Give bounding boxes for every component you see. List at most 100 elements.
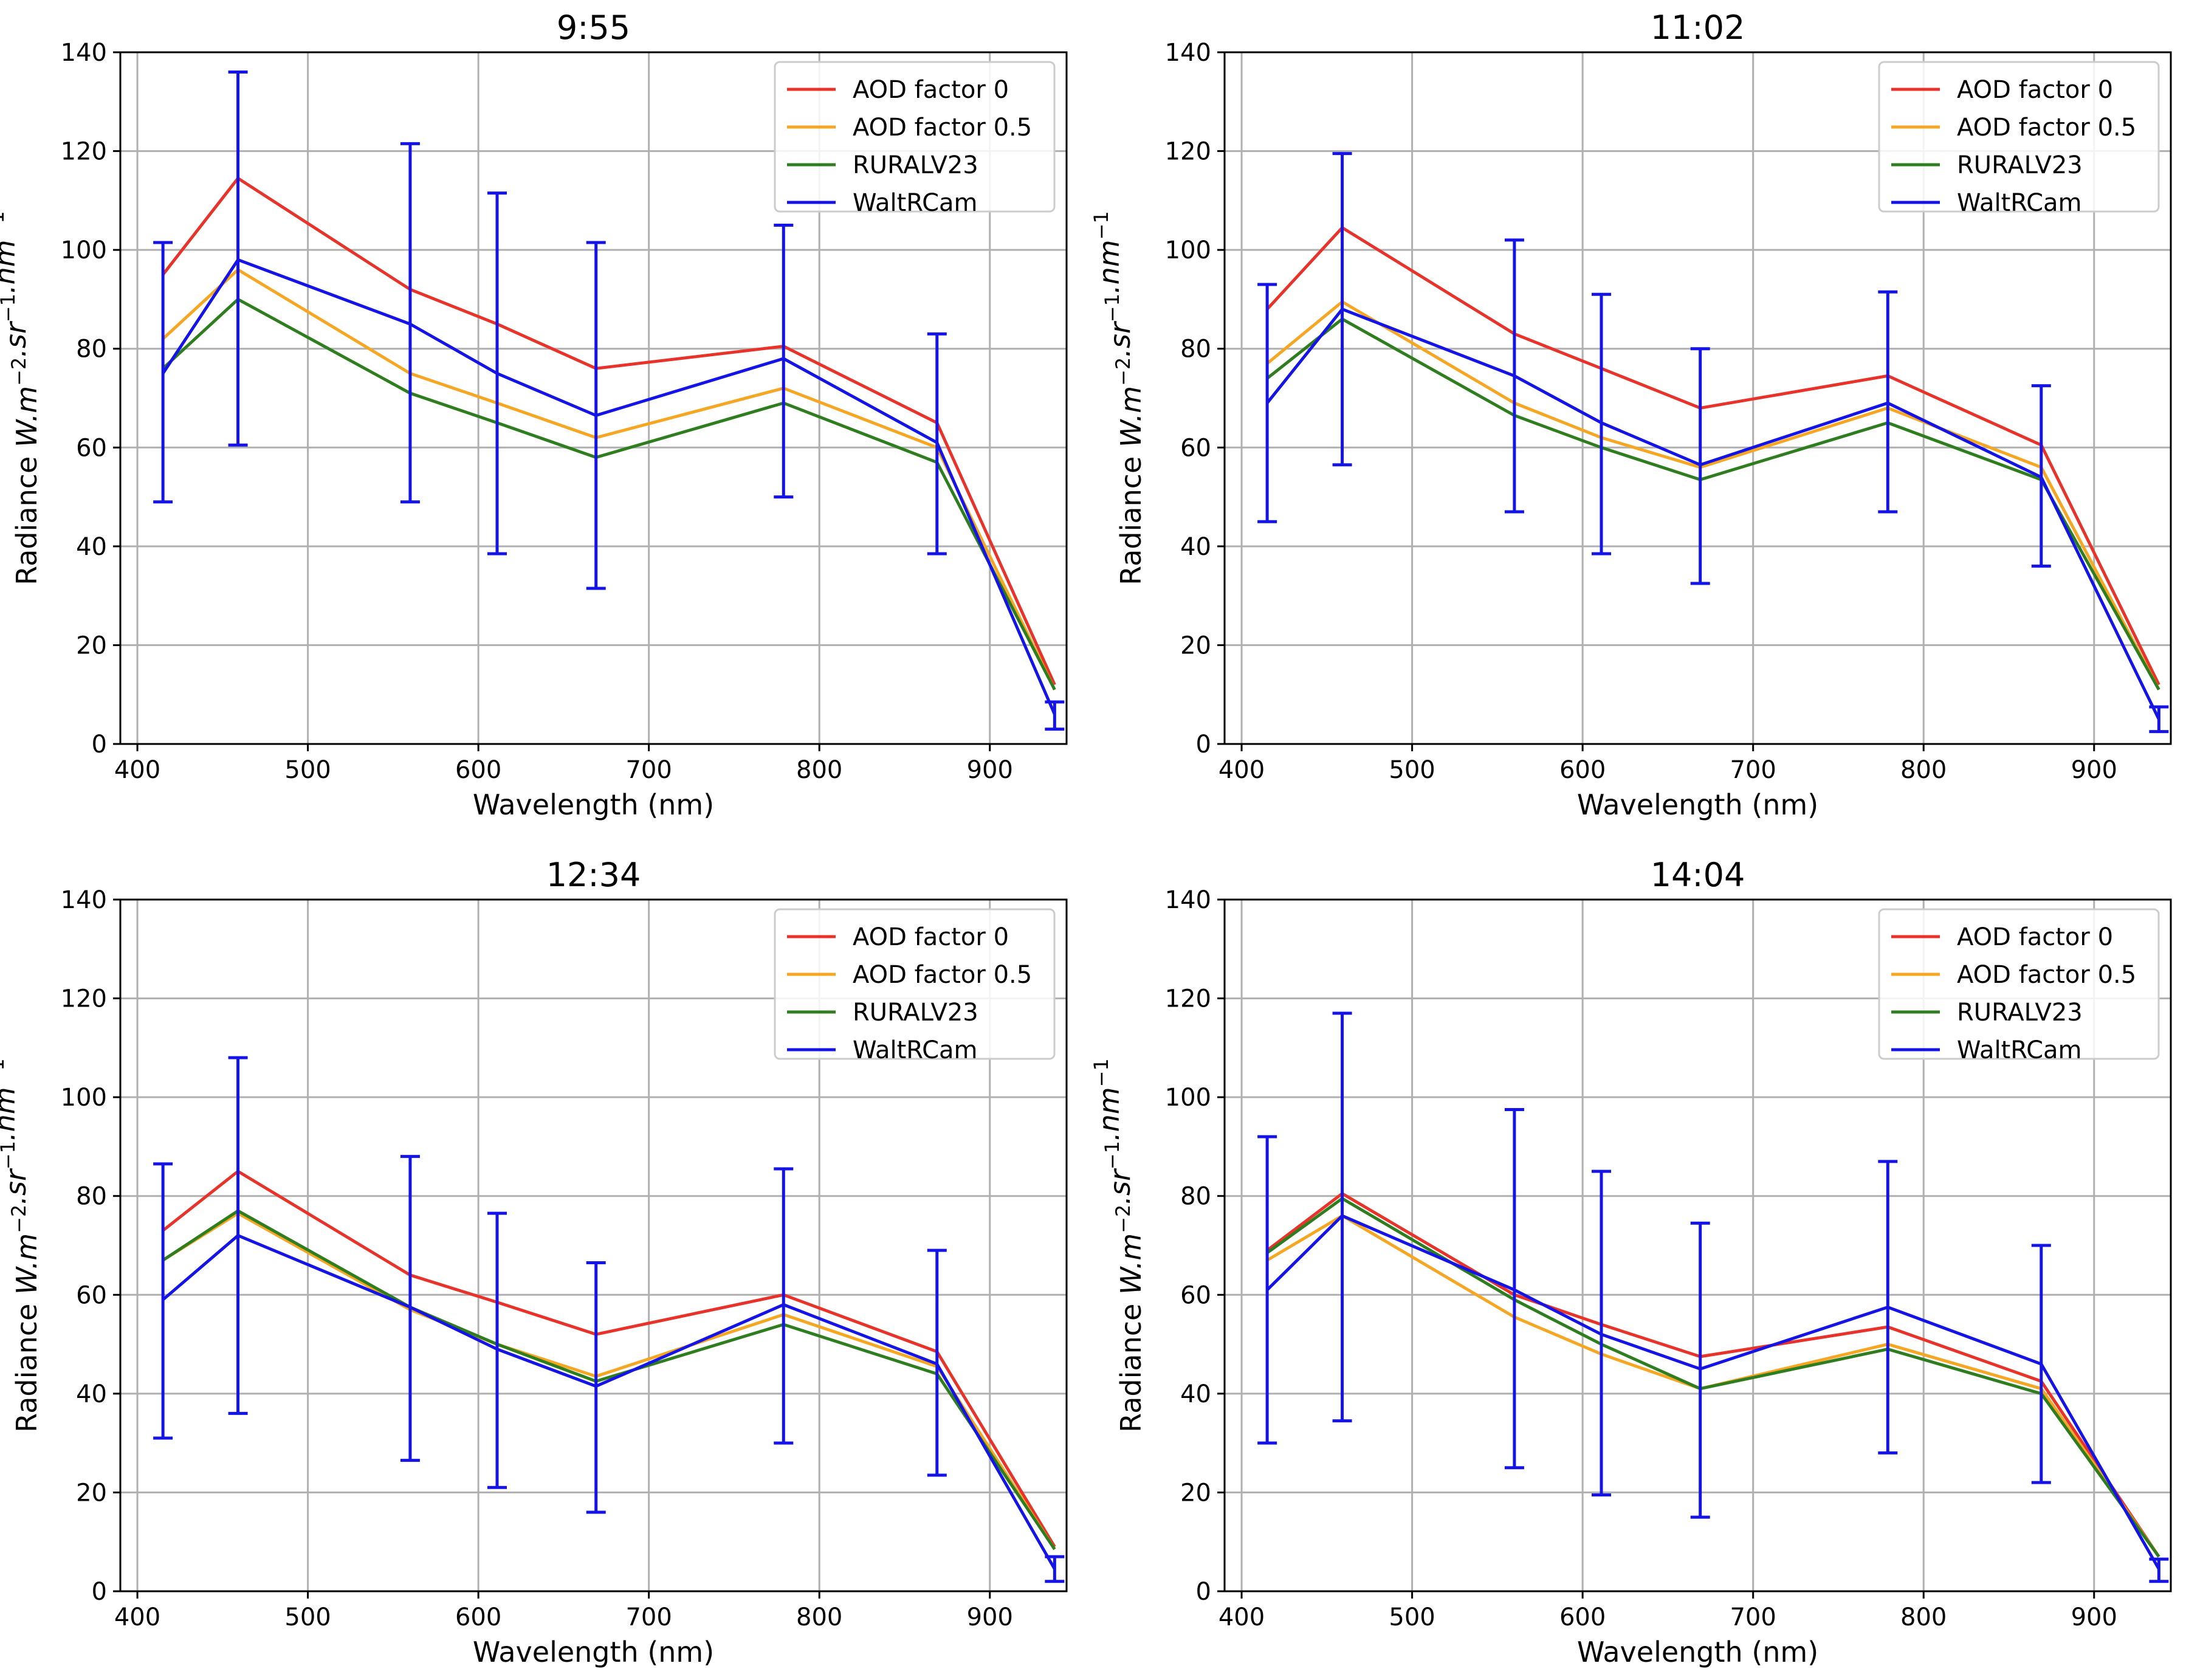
legend-item: RURALV23 bbox=[787, 151, 978, 179]
error-bar bbox=[1504, 1107, 1524, 1470]
error-bar bbox=[927, 1248, 947, 1477]
x-tick-label: 500 bbox=[284, 1603, 331, 1631]
x-tick-label: 900 bbox=[2071, 1603, 2117, 1631]
legend: AOD factor 0 AOD factor 0.5 RURALV23 WaltRC… bbox=[1878, 908, 2160, 1064]
error-bar bbox=[1504, 238, 1524, 514]
x-tick-label: 800 bbox=[796, 1603, 842, 1631]
legend-label: RURALV23 bbox=[853, 151, 978, 179]
legend-box bbox=[1878, 61, 2160, 213]
legend-label: AOD factor 0.5 bbox=[1957, 114, 2136, 142]
legend-item: AOD factor 0.5 bbox=[1891, 961, 2136, 989]
x-tick-label: 700 bbox=[625, 756, 672, 784]
y-tick-label: 80 bbox=[1180, 1183, 1211, 1211]
legend-item: RURALV23 bbox=[787, 999, 978, 1027]
legend-label: RURALV23 bbox=[1957, 151, 2083, 179]
axes-frame bbox=[1223, 898, 2172, 1592]
x-tick-label: 400 bbox=[1218, 756, 1265, 784]
y-tick-label: 120 bbox=[61, 138, 107, 166]
x-tick-label: 600 bbox=[1559, 756, 1606, 784]
y-tick-label: 0 bbox=[1196, 731, 1211, 759]
error-bar bbox=[1332, 152, 1352, 467]
x-tick-label: 400 bbox=[114, 1603, 160, 1631]
error-bar bbox=[2149, 1557, 2169, 1583]
y-axis-label: Radiance W.m−2.sr−1.nm−1 bbox=[1090, 211, 1147, 585]
error-bar bbox=[1257, 283, 1277, 523]
error-bar bbox=[1591, 1169, 1611, 1496]
y-tick-label: 80 bbox=[1180, 336, 1211, 363]
x-axis-label: Wavelength (nm) bbox=[473, 1636, 714, 1668]
series-line-waltrcam bbox=[1266, 1214, 2160, 1570]
y-tick-label: 20 bbox=[76, 632, 107, 659]
axes-frame bbox=[119, 898, 1068, 1592]
error-bar bbox=[586, 1261, 606, 1514]
x-axis-label: Wavelength (nm) bbox=[1577, 1636, 1818, 1668]
error-bar bbox=[1690, 347, 1710, 585]
chart-title: 12:34 bbox=[546, 856, 641, 894]
y-tick-label: 40 bbox=[1180, 1380, 1211, 1408]
y-tick-label: 20 bbox=[1180, 1479, 1211, 1507]
y-axis-label: Radiance W.m−2.sr−1.nm−1 bbox=[0, 211, 43, 585]
series-line-ruralv23 bbox=[162, 1209, 1056, 1551]
x-tick-label: 800 bbox=[1900, 756, 1947, 784]
y-tick-label: 100 bbox=[1165, 1084, 1211, 1112]
series-line-aod-factor-0 bbox=[1266, 1191, 2160, 1558]
y-tick-label: 100 bbox=[1165, 236, 1211, 264]
chart-title: 14:04 bbox=[1651, 856, 1745, 894]
legend-item: AOD factor 0 bbox=[787, 923, 1009, 951]
series-line-aod-factor-0 bbox=[162, 1169, 1056, 1548]
legend-label: WaltRCam bbox=[853, 1036, 978, 1064]
legend-label: WaltRCam bbox=[853, 189, 978, 217]
panel-bottom-right: 400 500 600 700 800 900 0 20 40 60 80 100 120 140 14:0… bbox=[1090, 856, 2172, 1668]
x-tick-label: 500 bbox=[1389, 1603, 1435, 1631]
x-tick-label: 900 bbox=[967, 1603, 1013, 1631]
error-bar bbox=[774, 224, 794, 499]
y-tick-label: 80 bbox=[76, 336, 107, 363]
legend-box bbox=[1878, 908, 2160, 1060]
y-tick-label: 80 bbox=[76, 1183, 107, 1211]
error-bar bbox=[1878, 1160, 1898, 1455]
y-tick-label: 140 bbox=[1165, 39, 1211, 67]
error-bar bbox=[400, 142, 420, 504]
x-tick-label: 700 bbox=[1730, 1603, 1776, 1631]
x-tick-label: 500 bbox=[1389, 756, 1435, 784]
legend-item: WaltRCam bbox=[787, 189, 978, 217]
series-line-waltrcam bbox=[162, 1233, 1056, 1570]
series-line-aod-factor-0 bbox=[162, 176, 1056, 686]
x-axis-label: Wavelength (nm) bbox=[473, 788, 714, 821]
legend-label: AOD factor 0 bbox=[1957, 923, 2113, 951]
y-tick-label: 40 bbox=[76, 1380, 107, 1408]
error-bar bbox=[586, 241, 606, 590]
y-tick-label: 60 bbox=[76, 1281, 107, 1309]
legend-box bbox=[774, 908, 1056, 1060]
x-tick-label: 400 bbox=[114, 756, 160, 784]
legend-item: AOD factor 0.5 bbox=[787, 961, 1032, 989]
x-tick-label: 900 bbox=[967, 756, 1013, 784]
legend-item: AOD factor 0.5 bbox=[1891, 114, 2136, 142]
chart-title: 9:55 bbox=[557, 9, 630, 47]
series-line-ruralv23 bbox=[162, 297, 1056, 690]
x-tick-label: 400 bbox=[1218, 1603, 1265, 1631]
legend-item: AOD factor 0.5 bbox=[787, 114, 1032, 142]
x-tick-label: 800 bbox=[796, 756, 842, 784]
legend-item: AOD factor 0 bbox=[1891, 76, 2113, 104]
x-tick-label: 600 bbox=[455, 1603, 501, 1631]
error-bar bbox=[1878, 290, 1898, 514]
error-bar bbox=[774, 1167, 794, 1445]
panel-top-left: 400 500 600 700 800 900 0 20 40 60 80 100 120 140 9:55… bbox=[0, 9, 1068, 821]
legend-item: WaltRCam bbox=[1891, 189, 2082, 217]
y-axis-label: Radiance W.m−2.sr−1.nm−1 bbox=[0, 1058, 43, 1432]
legend: AOD factor 0 AOD factor 0.5 RURALV23 WaltRC… bbox=[774, 61, 1056, 217]
error-bar bbox=[153, 1162, 173, 1440]
error-bar bbox=[487, 191, 507, 556]
panel-top-right: 400 500 600 700 800 900 0 20 40 60 80 100 120 140 11:0… bbox=[1090, 9, 2172, 821]
error-bar bbox=[2031, 384, 2051, 568]
x-axis-label: Wavelength (nm) bbox=[1577, 788, 1818, 821]
legend-label: AOD factor 0.5 bbox=[853, 961, 1032, 989]
legend-label: AOD factor 0.5 bbox=[853, 114, 1032, 142]
series-line-aod-factor-0-5 bbox=[1266, 1214, 2160, 1558]
error-bar bbox=[1045, 1555, 1065, 1583]
legend-label: AOD factor 0 bbox=[853, 923, 1009, 951]
y-tick-label: 100 bbox=[61, 236, 107, 264]
legend-label: WaltRCam bbox=[1957, 189, 2082, 217]
y-tick-label: 60 bbox=[1180, 434, 1211, 462]
